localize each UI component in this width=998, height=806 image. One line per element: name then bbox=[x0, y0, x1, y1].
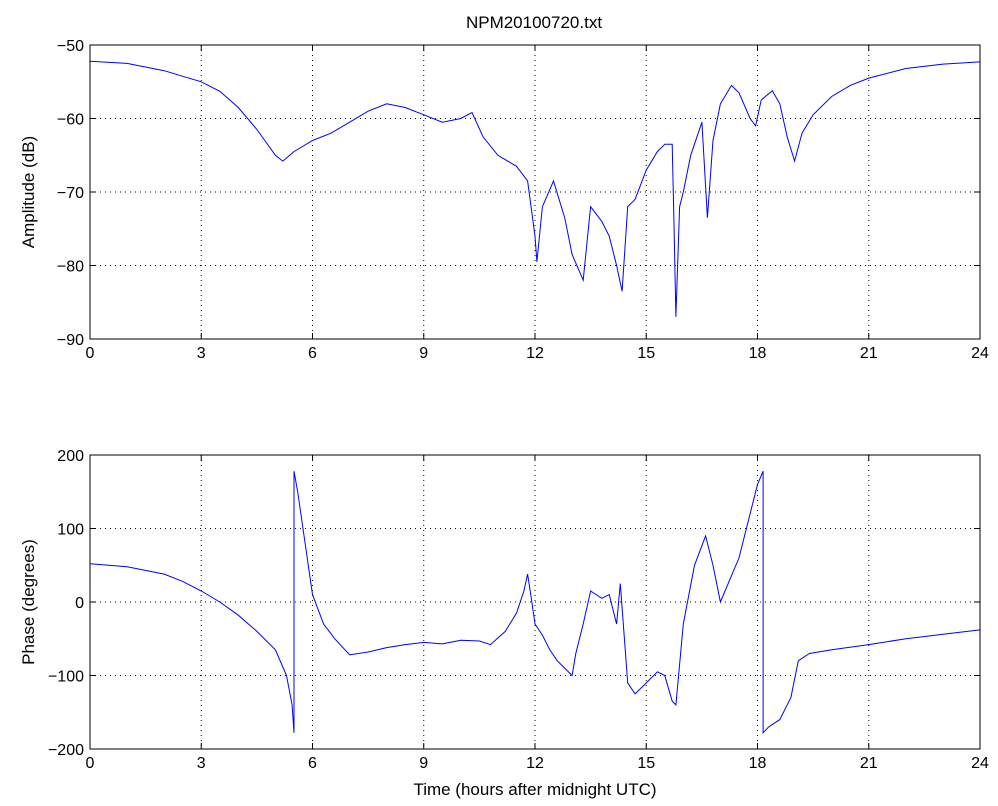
amplitude-y-axis-title: Amplitude (dB) bbox=[19, 136, 38, 248]
amplitude-x-tick-label: 24 bbox=[971, 345, 989, 362]
phase-x-tick-label: 12 bbox=[526, 755, 544, 772]
amplitude-x-tick-label: 18 bbox=[749, 345, 767, 362]
amplitude-y-tick-label: −80 bbox=[57, 259, 84, 276]
phase-y-tick-label: 0 bbox=[75, 595, 84, 612]
amplitude-chart: 0 3 6 9 12 15 18 21 24 −90 −80 −70 −60 −50 Amplitude (… bbox=[19, 38, 989, 362]
phase-x-axis-title: Time (hours after midnight UTC) bbox=[413, 780, 656, 799]
amplitude-x-tick-label: 21 bbox=[860, 345, 878, 362]
phase-y-tick-label: 100 bbox=[57, 522, 84, 539]
amplitude-y-tick-label: −50 bbox=[57, 38, 84, 55]
phase-y-tick-label: −100 bbox=[48, 669, 84, 686]
phase-x-tick-label: 24 bbox=[971, 755, 989, 772]
phase-series-line bbox=[89, 471, 981, 735]
amplitude-x-tick-label: 12 bbox=[526, 345, 544, 362]
amplitude-y-tick-label: −60 bbox=[57, 112, 84, 129]
phase-y-tick-label: −200 bbox=[48, 742, 84, 759]
amplitude-y-tick-label: −70 bbox=[57, 185, 84, 202]
amplitude-x-tick-label: 9 bbox=[419, 345, 428, 362]
phase-x-tick-label: 3 bbox=[197, 755, 206, 772]
amplitude-y-tick-label: −90 bbox=[57, 332, 84, 349]
amplitude-x-tick-label: 6 bbox=[308, 345, 317, 362]
phase-x-tick-label: 0 bbox=[86, 755, 95, 772]
figure-title: NPM20100720.txt bbox=[466, 13, 602, 32]
phase-y-axis-title: Phase (degrees) bbox=[19, 539, 38, 665]
amplitude-x-tick-label: 0 bbox=[86, 345, 95, 362]
phase-x-tick-label: 15 bbox=[637, 755, 655, 772]
phase-x-tick-label: 18 bbox=[749, 755, 767, 772]
amplitude-x-tick-label: 15 bbox=[637, 345, 655, 362]
amplitude-x-tick-label: 3 bbox=[197, 345, 206, 362]
amplitude-series-line bbox=[89, 60, 981, 317]
phase-chart: 0 3 6 9 12 15 18 21 24 −200 −100 0 100 200 Phase (degr… bbox=[19, 448, 989, 799]
phase-y-tick-label: 200 bbox=[57, 448, 84, 465]
phase-x-tick-label: 6 bbox=[308, 755, 317, 772]
phase-x-tick-label: 21 bbox=[860, 755, 878, 772]
phase-x-tick-label: 9 bbox=[419, 755, 428, 772]
